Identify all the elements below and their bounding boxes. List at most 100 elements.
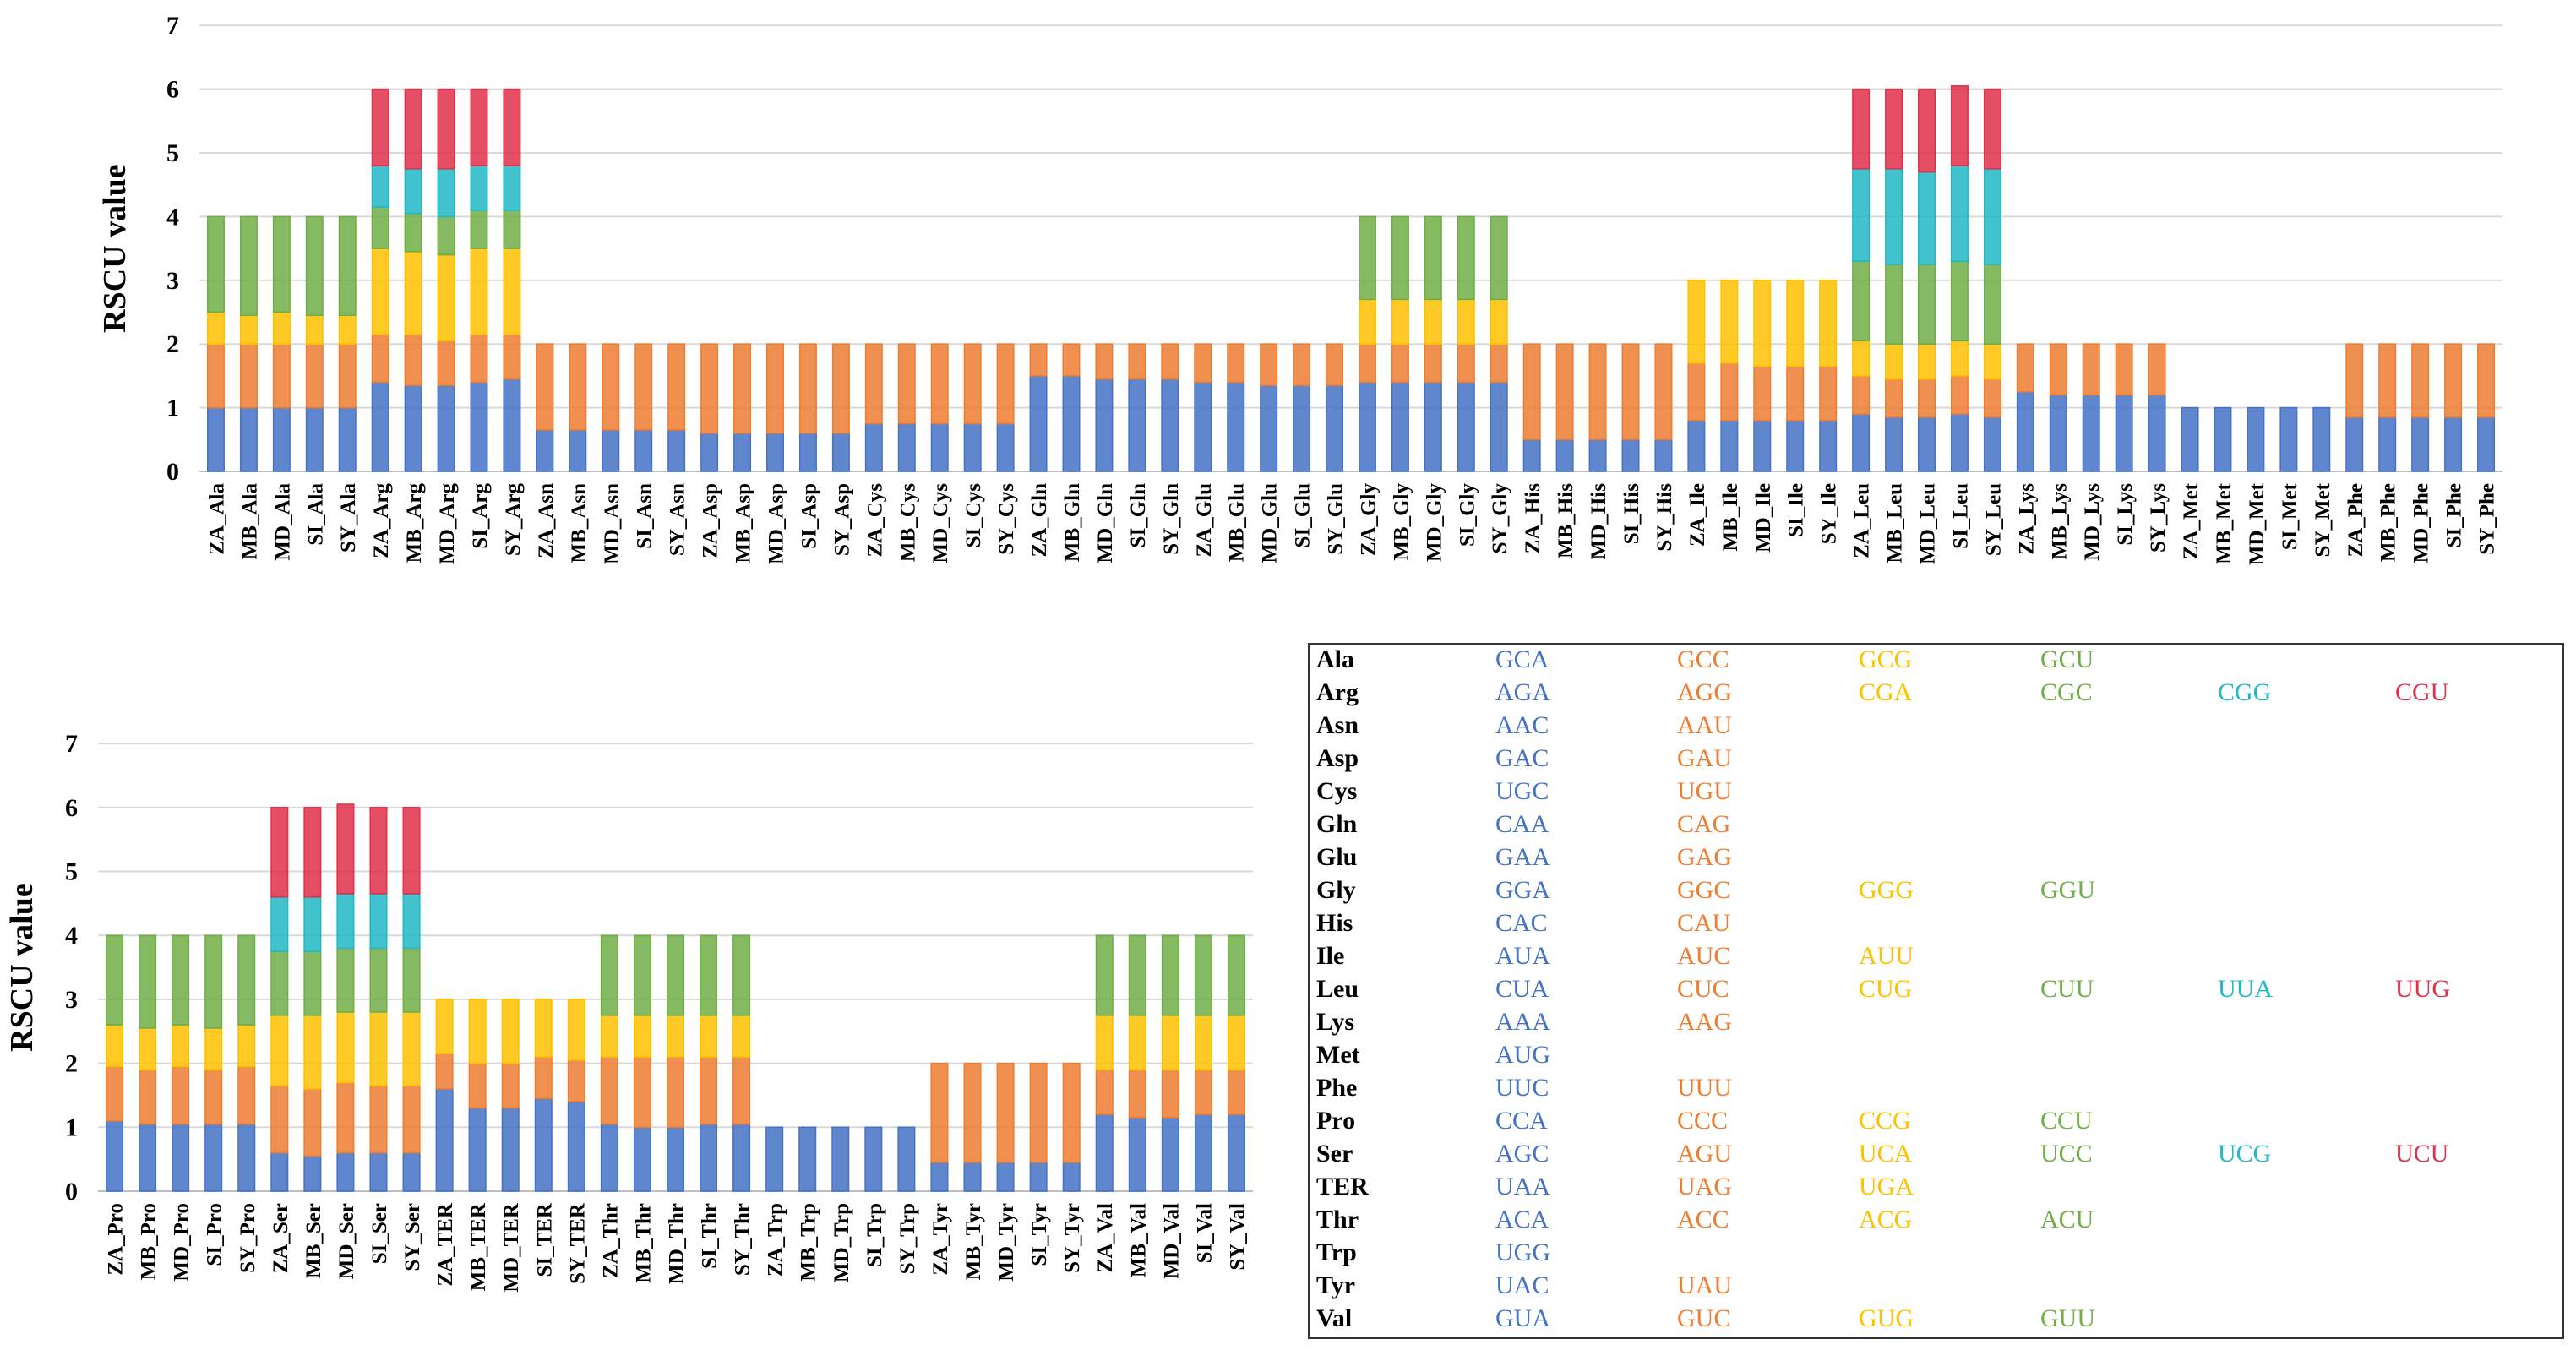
legend-codon: UUA [2218,975,2273,1003]
x-tick-label: MD_Val [1160,1203,1183,1278]
bar-segment [930,1162,949,1192]
legend-codon: CGC [2040,678,2093,706]
x-tick-label: MB_Glu [1226,483,1249,562]
legend-codon: AGU [1677,1140,1732,1168]
legend-codon: UGC [1495,777,1549,805]
x-tick-label: SI_Pro [204,1203,226,1266]
y-tick-label: 5 [166,139,179,167]
bar-segment [1424,298,1442,345]
bar-segment [1029,1162,1048,1192]
legend-codon: UUG [2395,975,2450,1003]
x-tick-label: MB_Thr [632,1203,655,1282]
bar-segment [139,1123,157,1192]
bar-segment [437,88,455,170]
x-tick-label: MB_Gln [1061,483,1084,562]
x-tick-label: MD_Asp [765,483,788,564]
bar-segment [2181,406,2199,472]
x-tick-label: MD_Arg [436,483,459,564]
bar-segment [666,1056,685,1129]
x-tick-label: MB_TER [467,1202,490,1291]
legend-codon: UUC [1495,1074,1549,1102]
bar-segment [1095,1069,1114,1115]
x-tick-label: SY_Asp [831,483,853,556]
bar-segment [1128,934,1146,1016]
bar-segment [1983,88,2001,170]
legend-codon: GAU [1677,744,1732,772]
bar-segment [2477,416,2496,472]
bar-segment [470,88,488,166]
bar-segment [569,429,587,472]
bar-segment [930,1062,949,1163]
bar-segment [1457,215,1475,301]
legend-codon: GAG [1677,843,1732,871]
x-tick-label: SY_Val [1226,1203,1249,1271]
bar-segment [1062,375,1081,472]
bar-segment [1983,378,2001,418]
x-tick-label: SY_Gln [1160,483,1183,555]
bar-segment [1555,438,1574,472]
legend-amino-acid: Pro [1316,1107,1355,1135]
legend-codon: CAU [1677,909,1731,937]
bar-segment [700,1056,718,1125]
bar-segment [1621,343,1640,441]
x-tick-label: SI_Gln [1127,483,1150,548]
bar-segment [206,311,225,345]
bar-segment [1522,343,1541,441]
y-axis-label: RSCU value [4,883,40,1052]
legend-amino-acid: Ser [1316,1140,1353,1168]
x-tick-label: ZA_Val [1094,1203,1117,1272]
bar-segment [2049,394,2067,472]
bar-segment [963,1062,982,1163]
bar-segment [567,999,585,1061]
legend-amino-acid: Phe [1316,1074,1357,1102]
bar-segment [1457,343,1475,384]
legend-codon: ACC [1677,1206,1729,1233]
bar-segment [270,1015,289,1086]
bar-segment [1522,438,1541,472]
x-tick-label: MB_Phe [2377,483,2400,562]
bar-segment [503,88,521,166]
bar-segment [336,1151,355,1192]
legend-amino-acid: Tyr [1316,1271,1355,1299]
bar-segment [437,215,455,256]
bar-segment [1095,343,1114,380]
bar-segment [2444,416,2463,472]
x-tick-label: SY_Leu [1982,483,2005,556]
legend-codon: CGU [2395,678,2449,706]
bar-segment [1588,343,1607,441]
x-tick-label: ZA_Gln [1028,483,1051,558]
legend-codon: CUC [1677,975,1729,1003]
legend-amino-acid: Gln [1316,810,1358,838]
bar-segment [996,1162,1015,1192]
bar-segment [667,429,686,472]
bar-segment [1358,298,1376,345]
bar-segment [371,206,389,249]
x-tick-label: MD_Gly [1423,483,1446,563]
legend-codon: CAA [1495,810,1549,838]
bar-segment [1293,343,1311,386]
bar-segment [897,343,916,425]
bar-segment [371,334,389,384]
x-tick-label: MB_Ala [238,483,261,560]
bar-segment [1950,340,1969,377]
bar-segment [1918,343,1936,380]
bar-segment [798,343,817,434]
x-tick-label: MB_Tyr [962,1203,985,1280]
x-tick-label: MD_Leu [1917,483,1940,564]
x-tick-label: MB_Pro [138,1203,161,1280]
bar-segment [402,893,421,950]
bar-segment [1128,1117,1146,1192]
bar-segment [369,807,388,895]
bar-segment [402,1011,421,1086]
y-tick-label: 6 [65,794,78,822]
bar-segment [305,314,324,345]
x-tick-label: ZA_Trp [765,1203,787,1277]
x-tick-label: SI_Tyr [1028,1203,1051,1266]
x-tick-label: MB_Trp [798,1203,820,1282]
legend-amino-acid: Asp [1316,744,1359,772]
bar-segment [404,212,422,253]
bar-segment [1555,343,1574,441]
legend-amino-acid: Gly [1316,876,1356,904]
x-tick-label: MD_Ala [271,483,294,561]
bar-segment [2082,343,2100,396]
